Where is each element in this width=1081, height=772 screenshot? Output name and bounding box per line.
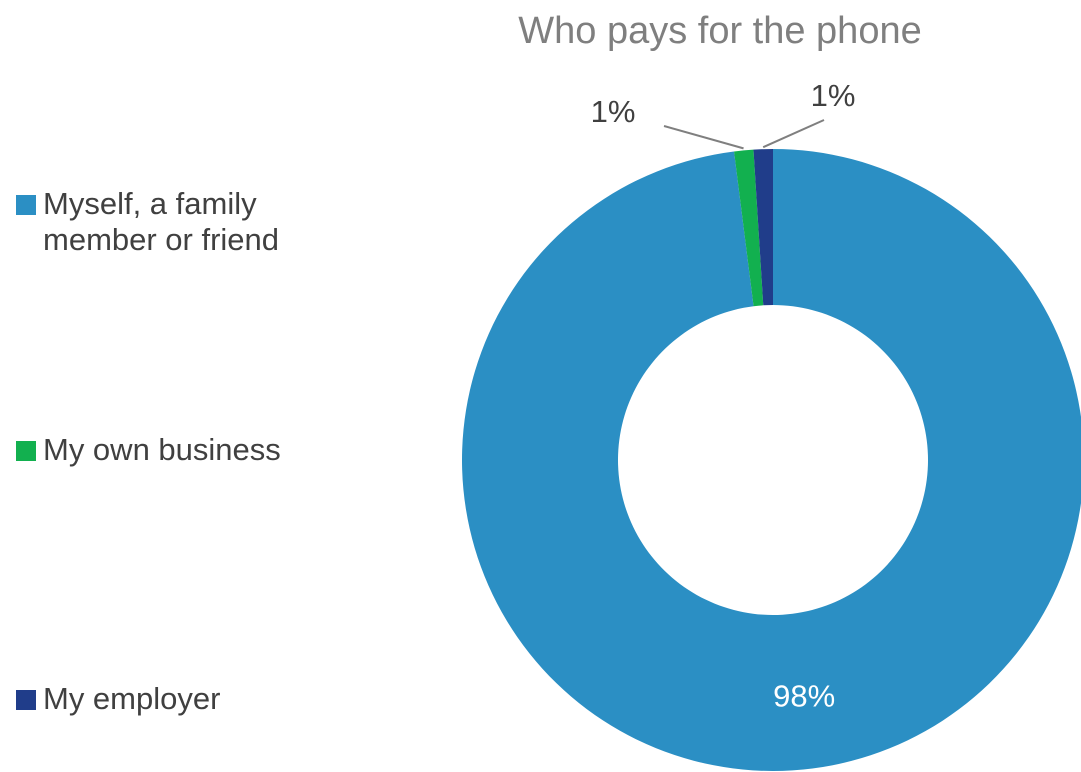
legend-label-own-business: My own business xyxy=(43,432,281,467)
legend-item-myself[interactable]: Myself, a family member or friend xyxy=(16,186,373,258)
legend-item-employer[interactable]: My employer xyxy=(16,681,373,717)
data-label-myself: 98% xyxy=(773,679,835,714)
leader-lines xyxy=(663,119,825,150)
slice-employer[interactable] xyxy=(753,149,773,306)
slice-myself[interactable] xyxy=(462,149,1081,771)
legend-item-own-business[interactable]: My own business xyxy=(16,432,373,468)
legend-swatch-employer xyxy=(16,690,36,710)
legend-label-employer: My employer xyxy=(43,681,221,716)
legend-swatch-myself xyxy=(16,195,36,215)
slice-own-business[interactable] xyxy=(734,149,764,307)
legend: Myself, a family member or friend My own… xyxy=(0,0,420,772)
donut-slices xyxy=(462,149,1081,771)
data-label-own-business: 1% xyxy=(591,94,636,129)
legend-label-myself: Myself, a family member or friend xyxy=(43,186,280,257)
legend-swatch-own-business xyxy=(16,441,36,461)
data-labels: 98% 1% 1% xyxy=(591,78,856,714)
data-label-employer: 1% xyxy=(811,78,856,113)
leader-line-own-business xyxy=(663,125,744,150)
chart-title: Who pays for the phone xyxy=(518,10,922,52)
leader-line-employer xyxy=(762,119,825,149)
